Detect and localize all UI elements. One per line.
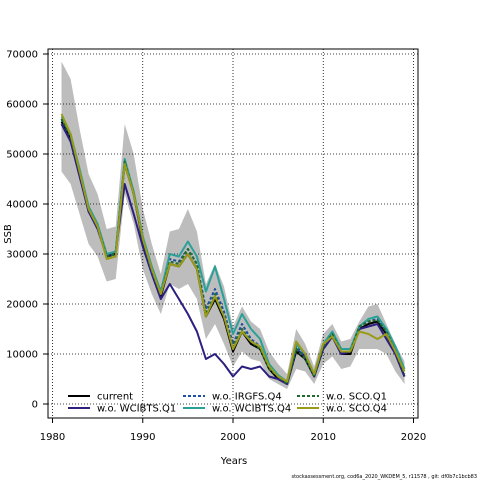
series-line: [60, 113, 406, 383]
x-tick-label: 2000: [220, 432, 245, 443]
legend-label: current: [97, 392, 133, 403]
legend-label: w.o. SCO.Q4: [326, 404, 387, 415]
x-tick-label: 2020: [401, 432, 426, 443]
y-tick-label: 20000: [6, 300, 38, 311]
x-tick-label: 1990: [130, 432, 155, 443]
x-tick-label: 2010: [311, 432, 336, 443]
legend-label: w.o. WCIBTS.Q1: [97, 404, 176, 415]
x-axis-title: Years: [220, 456, 247, 467]
legend-label: w.o. SCO.Q1: [326, 392, 387, 403]
series-layer: [60, 113, 406, 385]
y-axis-title: SSB: [3, 224, 14, 244]
y-tick-label: 10000: [6, 350, 38, 361]
axis-layer: 1980 1990 2000 2010 2020 0 10000 20000 30000 4000…: [6, 48, 426, 443]
y-tick-label: 60000: [6, 100, 38, 111]
y-tick-label: 40000: [6, 200, 38, 211]
y-tick-label: 30000: [6, 250, 38, 261]
legend-label: w.o. WCIBTS.Q4: [212, 404, 291, 415]
y-tick-label: 50000: [6, 150, 38, 161]
y-tick-label: 70000: [6, 50, 38, 61]
x-tick-label: 1980: [40, 432, 65, 443]
footnote: stockassessment.org, cod6a_2020_WKDEM_5,…: [291, 474, 477, 480]
y-tick-label: 0: [32, 400, 38, 411]
legend-label: w.o. IRGFS.Q4: [212, 392, 282, 403]
